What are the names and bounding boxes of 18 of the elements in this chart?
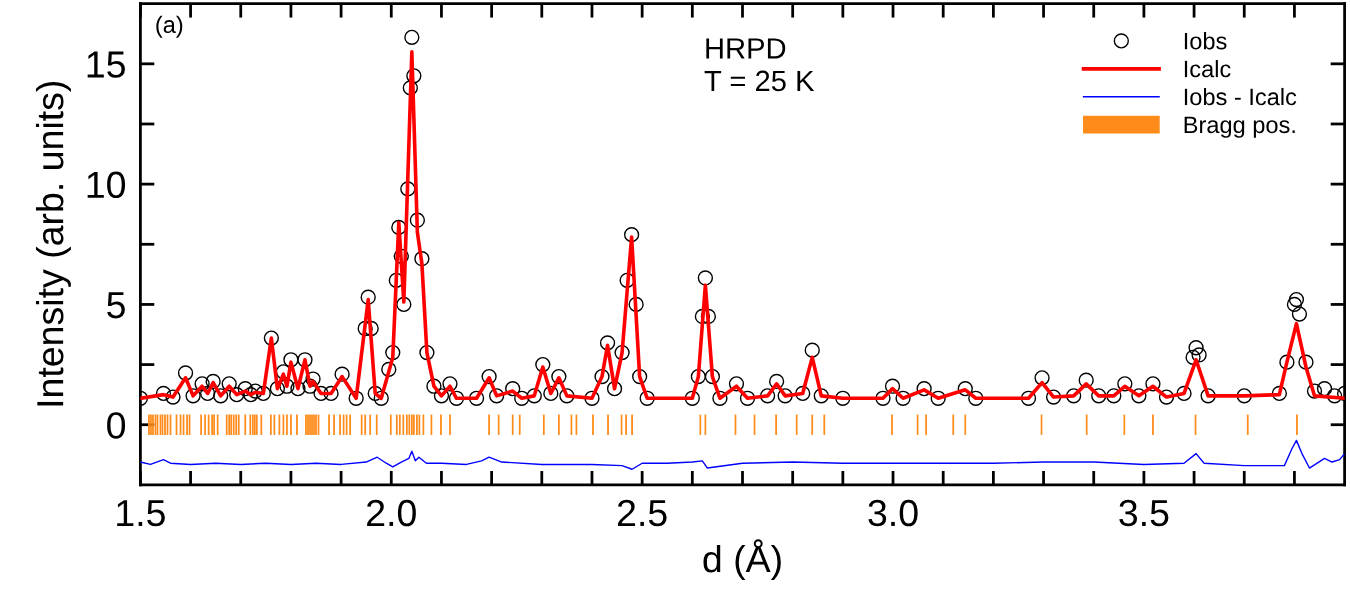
- legend-label: Iobs - Icalc: [1184, 87, 1297, 106]
- y-tick-label: 15: [87, 51, 125, 78]
- legend-label: Bragg pos.: [1184, 116, 1295, 138]
- x-tick-label: 2.5: [617, 499, 667, 527]
- y-tick-label: 5: [107, 292, 125, 319]
- y-tick-label: 10: [87, 171, 126, 199]
- annotation: (a): [156, 15, 183, 38]
- x-tick-label: 1.5: [117, 500, 165, 527]
- annotation: HRPD T = 25 K: [704, 38, 815, 92]
- legend-label: Icalc: [1184, 60, 1231, 78]
- x-tick-label: 3.0: [868, 499, 918, 527]
- line-series: [140, 439, 1345, 470]
- legend-label: Iobs: [1184, 32, 1227, 50]
- x-tick-label: 2.0: [367, 499, 416, 527]
- y-axis-title: Intensity (arb. units): [35, 81, 71, 406]
- y-tick-label: 0: [107, 412, 126, 439]
- x-axis-title: d (Å): [703, 539, 781, 580]
- x-tick-label: 3.5: [1119, 499, 1169, 527]
